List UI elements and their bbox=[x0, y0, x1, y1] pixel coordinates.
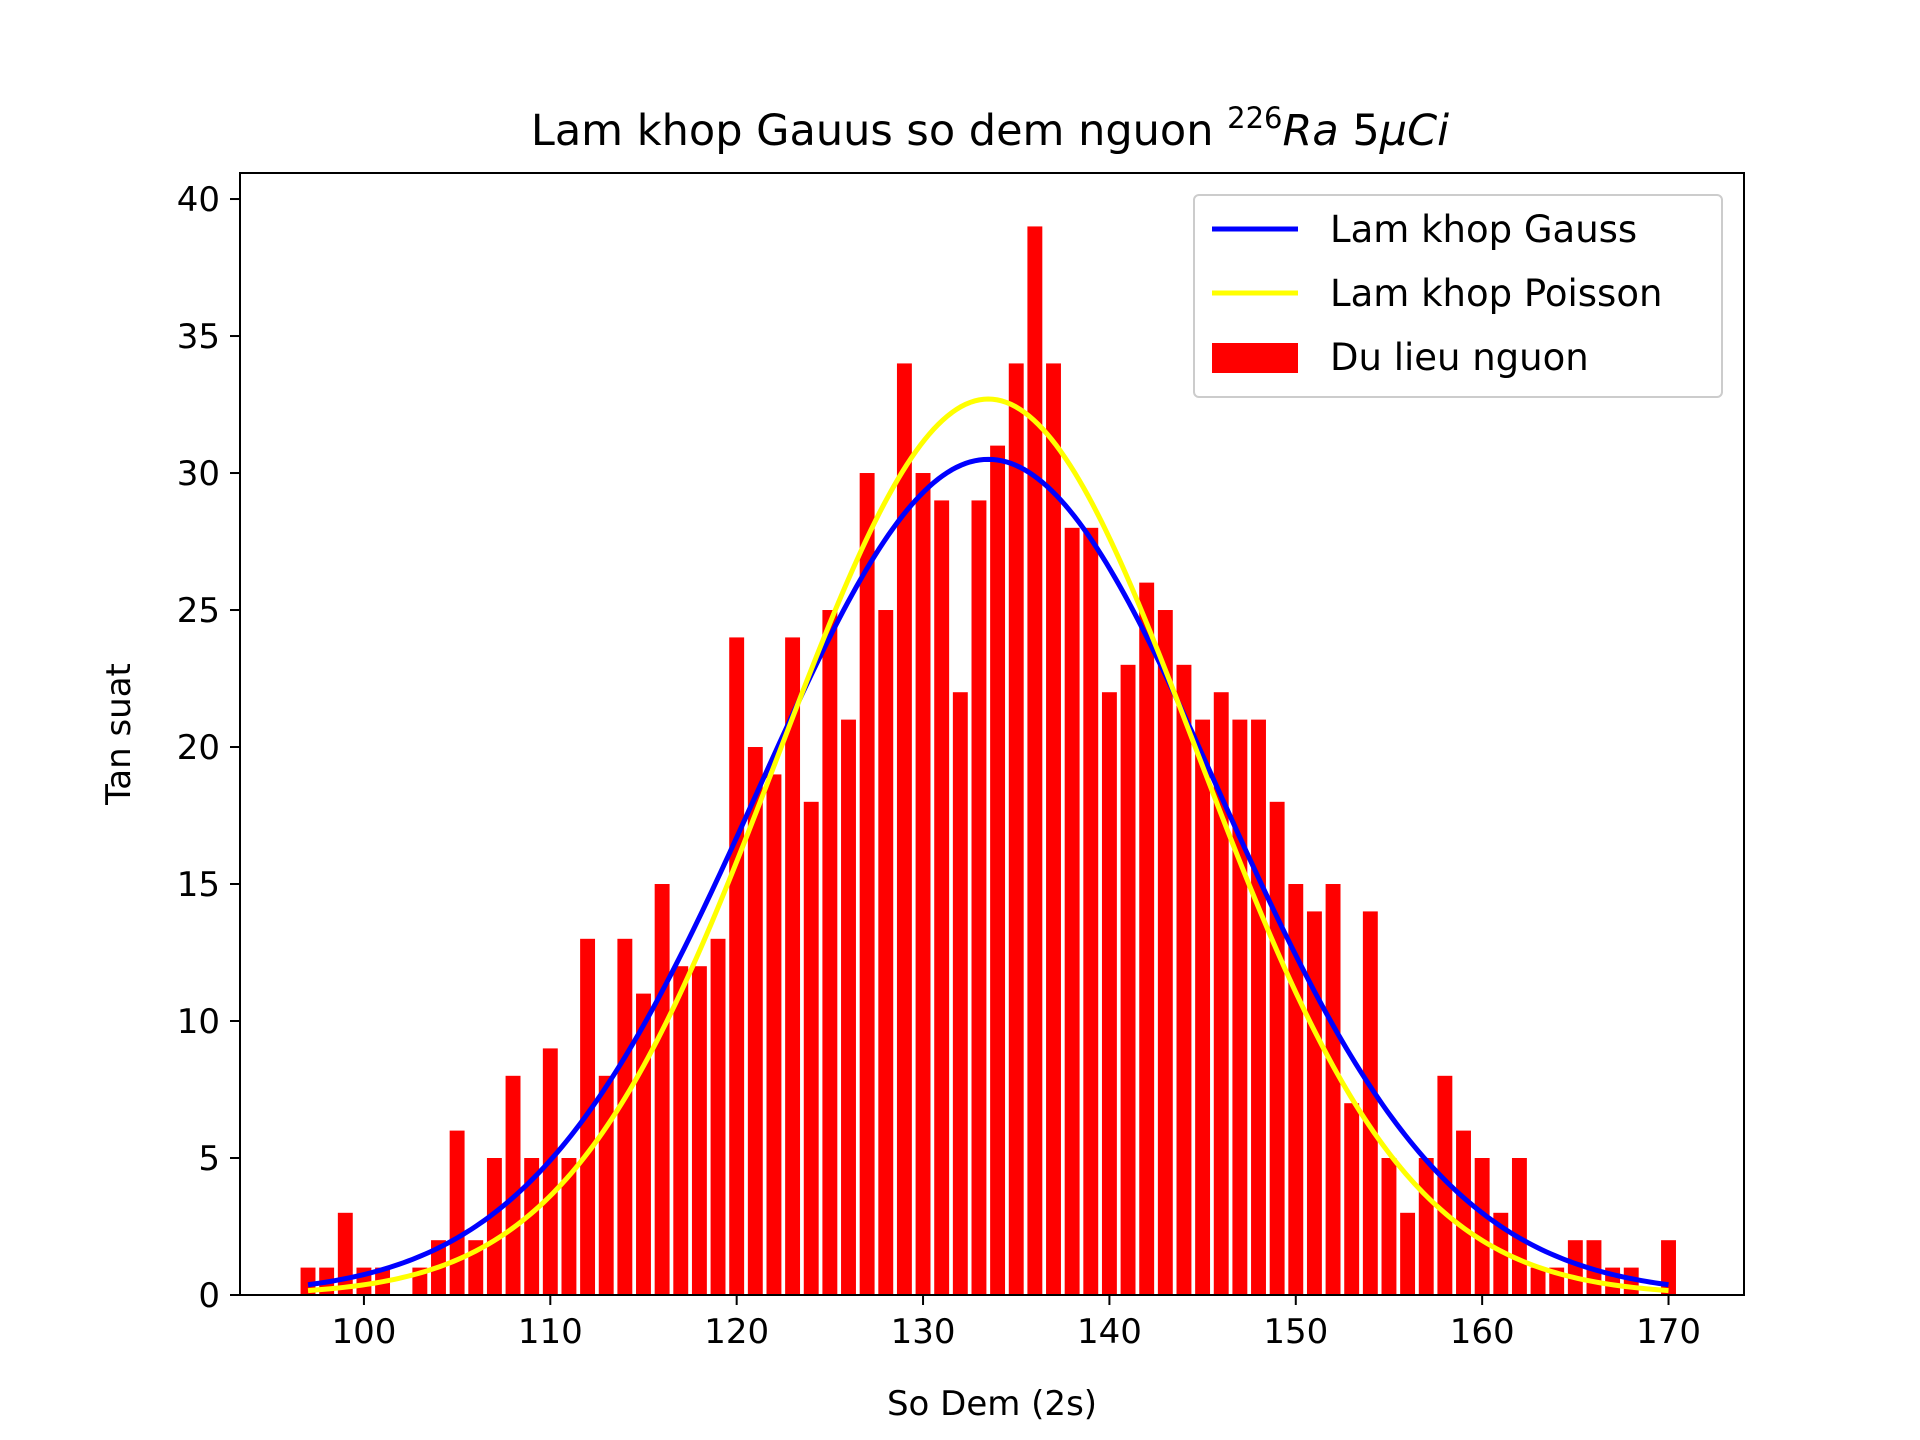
legend-gauss-label: Lam khop Gauss bbox=[1330, 208, 1637, 251]
x-tick-label: 140 bbox=[1077, 1312, 1142, 1352]
bar bbox=[822, 610, 838, 1295]
bar bbox=[1064, 527, 1080, 1295]
bar bbox=[561, 1158, 577, 1295]
legend-box bbox=[1193, 194, 1723, 398]
bar bbox=[1567, 1240, 1583, 1295]
bar bbox=[1027, 226, 1043, 1295]
chart-title-tail-italic: μCi bbox=[1379, 106, 1449, 156]
y-tick-label: 5 bbox=[198, 1139, 220, 1179]
x-tick-label: 150 bbox=[1263, 1312, 1328, 1352]
bar bbox=[1195, 719, 1211, 1295]
y-tick-label: 10 bbox=[177, 1002, 220, 1042]
bar bbox=[859, 473, 875, 1295]
bar bbox=[915, 473, 931, 1295]
bar bbox=[617, 938, 633, 1295]
y-axis-label: Tan suat bbox=[99, 663, 139, 806]
bar bbox=[766, 774, 782, 1295]
bar bbox=[1456, 1130, 1471, 1295]
bar bbox=[729, 637, 745, 1295]
bar bbox=[505, 1075, 521, 1295]
bar-series bbox=[300, 226, 1676, 1296]
bar bbox=[1176, 664, 1192, 1295]
bar bbox=[337, 1212, 353, 1295]
bar bbox=[673, 966, 689, 1295]
bar bbox=[803, 801, 819, 1295]
bar bbox=[1213, 692, 1229, 1295]
chart-title-tail: 5 bbox=[1339, 106, 1380, 156]
bar bbox=[1511, 1158, 1527, 1295]
y-tick-label: 35 bbox=[177, 317, 220, 357]
bar bbox=[1306, 911, 1322, 1295]
bar bbox=[1344, 1103, 1360, 1295]
y-tick-label: 25 bbox=[177, 591, 220, 631]
bar bbox=[1046, 363, 1061, 1295]
y-tick-label: 0 bbox=[198, 1276, 220, 1316]
bar bbox=[1101, 692, 1117, 1295]
bar bbox=[1325, 884, 1341, 1295]
bar bbox=[1400, 1212, 1416, 1295]
y-tick-label: 40 bbox=[177, 180, 220, 220]
bar bbox=[1269, 801, 1285, 1295]
bar bbox=[486, 1158, 502, 1295]
chart-title: Lam khop Gauus so dem nguon 226Ra 5μCi bbox=[531, 101, 1449, 156]
poisson-fit-line bbox=[307, 396, 1669, 1294]
plot-frame bbox=[239, 172, 1745, 1296]
bar bbox=[1381, 1158, 1397, 1295]
chart-title-superscript: 226 bbox=[1227, 101, 1282, 135]
bar bbox=[542, 1048, 558, 1295]
chart-title-italic: Ra bbox=[1283, 106, 1339, 156]
bar bbox=[710, 938, 726, 1295]
x-axis-label: So Dem (2s) bbox=[887, 1384, 1097, 1424]
bar bbox=[654, 884, 670, 1295]
bar bbox=[1139, 582, 1155, 1295]
bar bbox=[990, 445, 1006, 1296]
chart-title-main: Lam khop Gauus so dem nguon bbox=[531, 106, 1227, 156]
bar bbox=[524, 1158, 540, 1295]
bar bbox=[1232, 719, 1248, 1295]
x-tick-label: 120 bbox=[704, 1312, 769, 1352]
bar bbox=[878, 610, 894, 1295]
bar bbox=[952, 692, 968, 1295]
bar bbox=[934, 500, 950, 1295]
bar bbox=[1157, 610, 1173, 1295]
bar bbox=[1362, 911, 1378, 1295]
bar bbox=[449, 1130, 465, 1295]
bar bbox=[691, 966, 707, 1295]
bar bbox=[785, 637, 801, 1295]
bar bbox=[971, 500, 987, 1295]
bar bbox=[1008, 363, 1024, 1295]
y-tick-label: 30 bbox=[177, 454, 220, 494]
bar bbox=[1493, 1212, 1509, 1295]
bar bbox=[1530, 1267, 1546, 1295]
y-axis: 0 5 10 15 20 25 30 35 40 bbox=[177, 180, 240, 1316]
fit-curves bbox=[307, 396, 1669, 1294]
bar bbox=[1418, 1158, 1434, 1295]
legend-data-swatch bbox=[1212, 343, 1298, 373]
x-tick-label: 170 bbox=[1636, 1312, 1701, 1352]
y-tick-label: 15 bbox=[177, 865, 220, 905]
x-tick-label: 100 bbox=[331, 1312, 396, 1352]
bar bbox=[1251, 719, 1266, 1295]
bar bbox=[1661, 1240, 1676, 1295]
bar bbox=[841, 719, 856, 1295]
bar bbox=[747, 747, 763, 1295]
y-tick-label: 20 bbox=[177, 728, 220, 768]
x-tick-label: 160 bbox=[1450, 1312, 1515, 1352]
x-tick-label: 110 bbox=[518, 1312, 583, 1352]
x-axis: 100 110 120 130 140 150 160 170 bbox=[331, 1295, 1701, 1352]
bar bbox=[1437, 1075, 1453, 1295]
legend: Lam khop Gauss Lam khop Poisson Du lieu … bbox=[1193, 194, 1723, 398]
bar bbox=[1474, 1158, 1490, 1295]
gauss-fit-line bbox=[307, 456, 1669, 1288]
legend-data-label: Du lieu nguon bbox=[1330, 336, 1589, 379]
bar bbox=[598, 1075, 614, 1295]
legend-poisson-label: Lam khop Poisson bbox=[1330, 272, 1662, 315]
bar bbox=[896, 363, 912, 1295]
x-tick-label: 130 bbox=[891, 1312, 956, 1352]
bar bbox=[1120, 664, 1136, 1295]
bar bbox=[1083, 527, 1099, 1295]
